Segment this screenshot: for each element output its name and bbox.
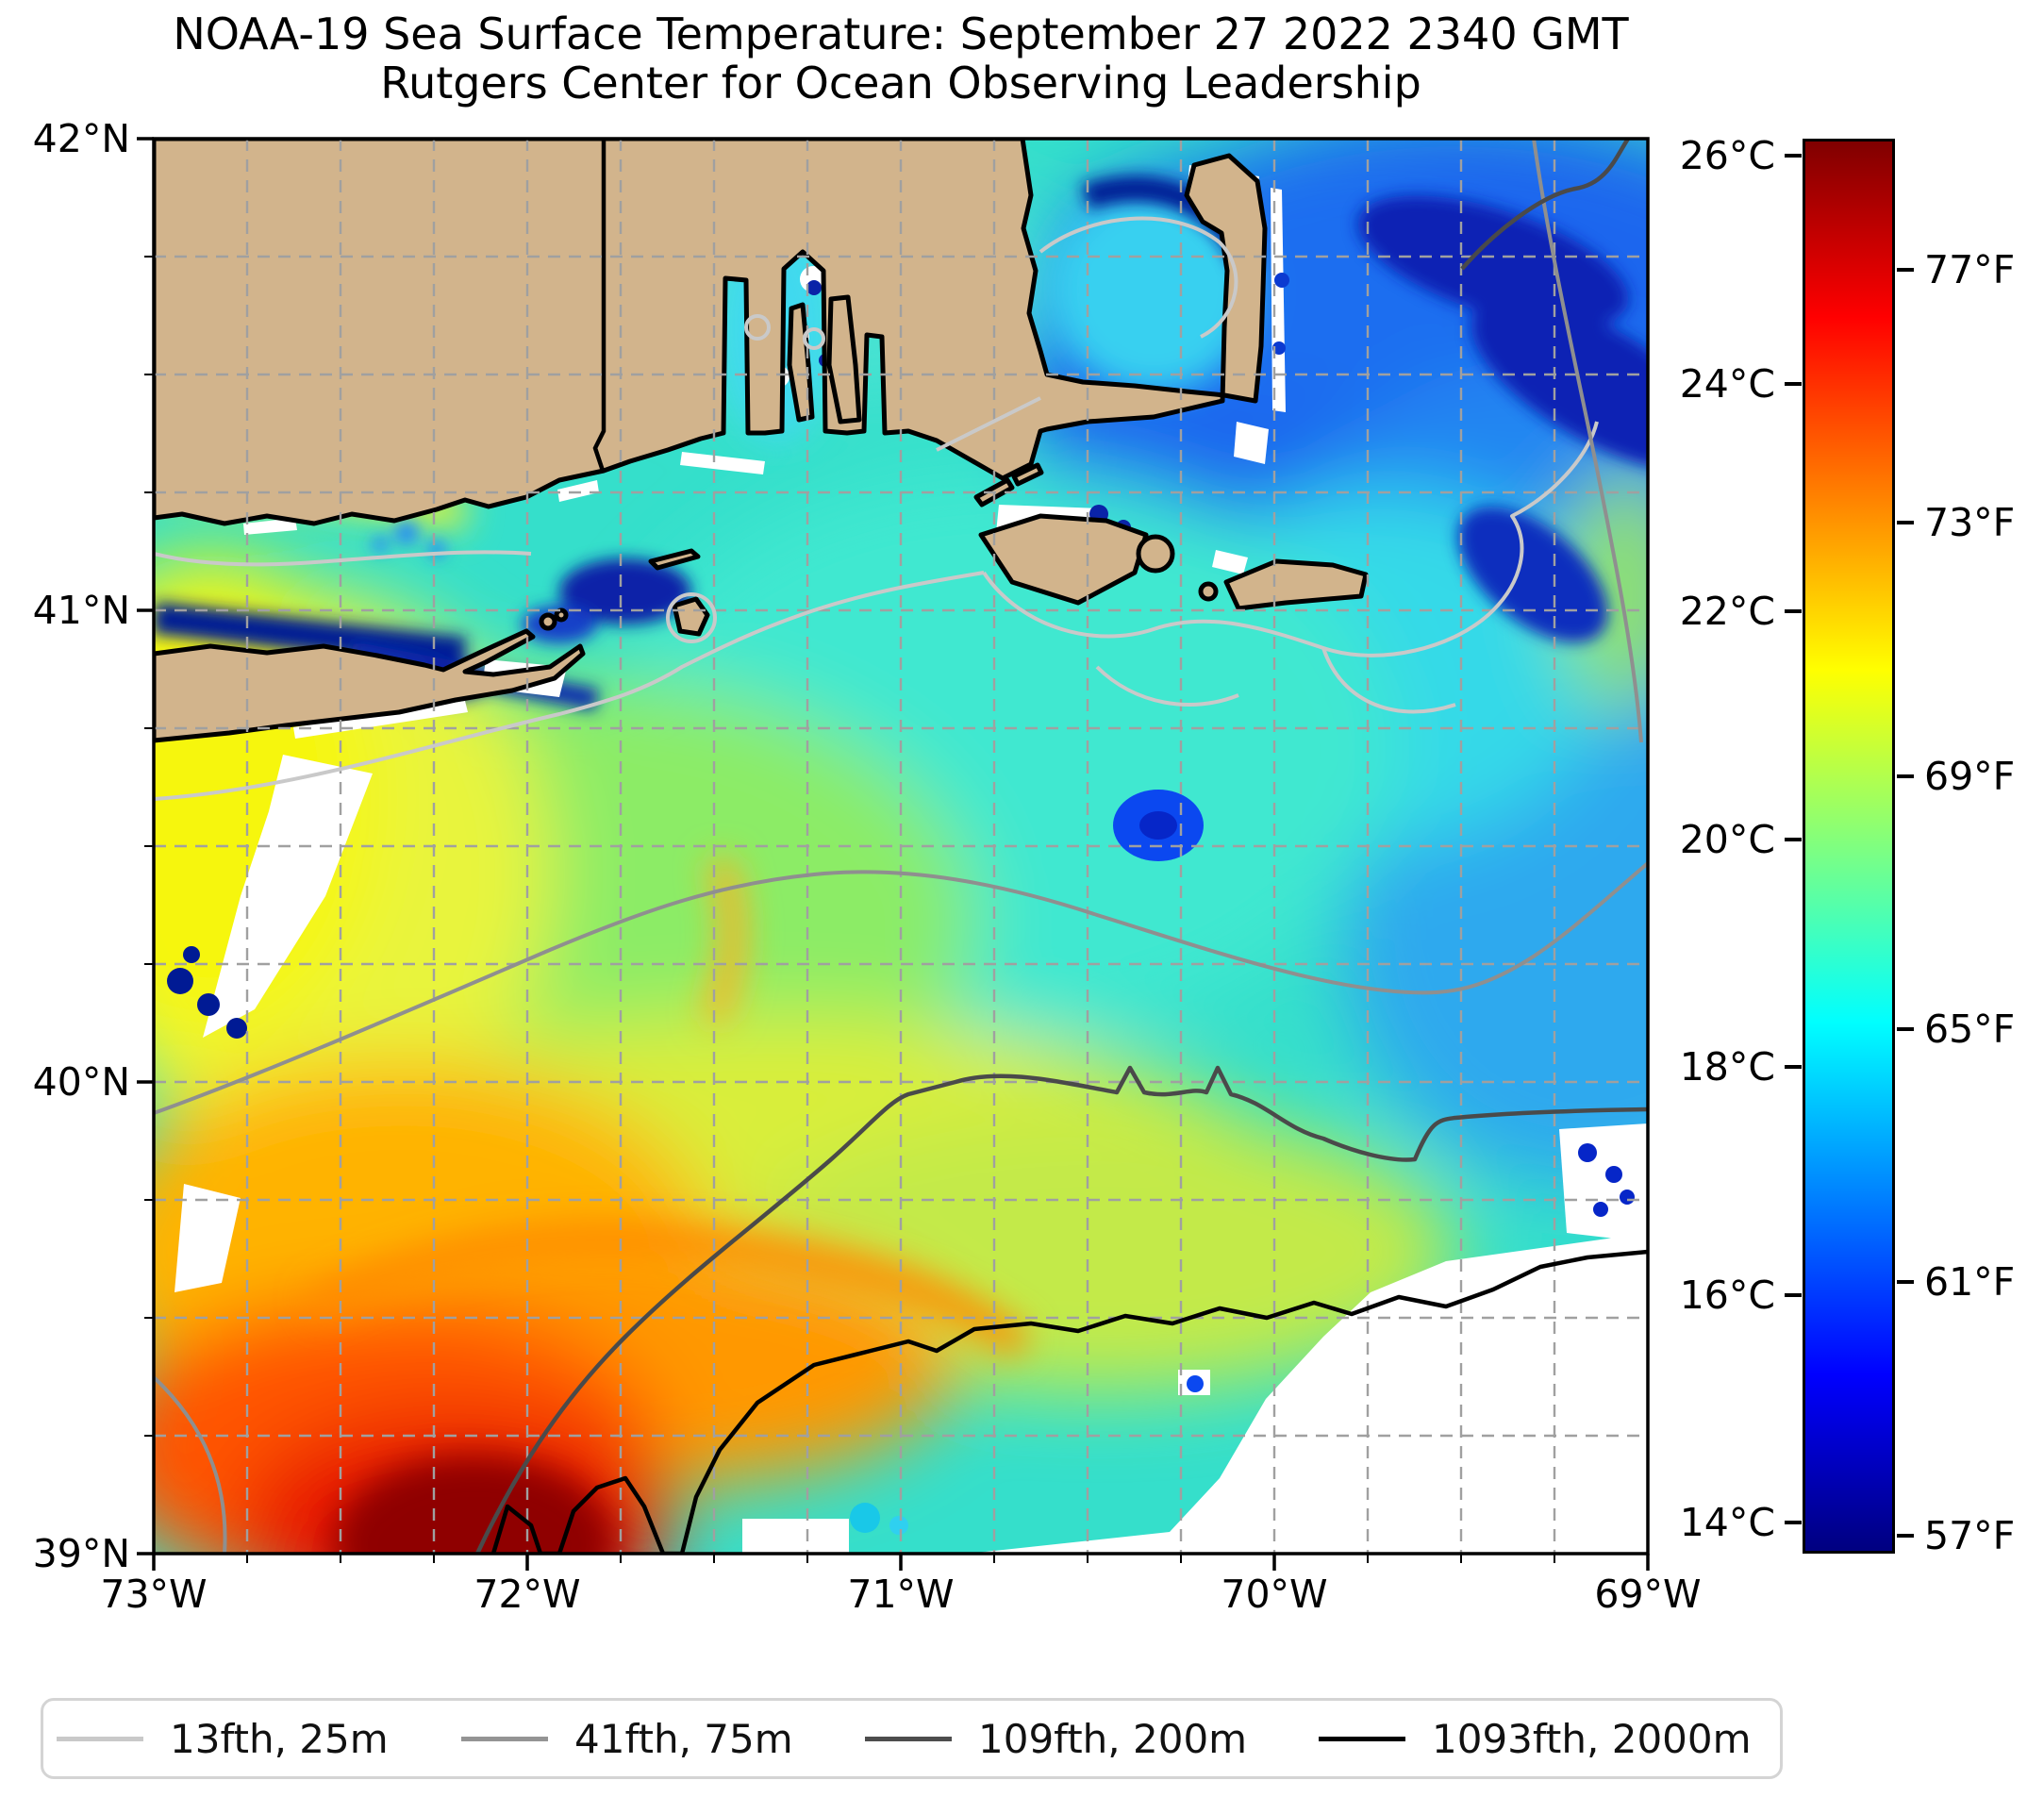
colorbar-tick-f (1897, 267, 1914, 272)
colorbar-tick-c (1785, 837, 1802, 841)
colorbar-label-fahrenheit: 57°F (1924, 1512, 2016, 1558)
lat-tick-label: 42°N (32, 116, 130, 161)
block-island (672, 596, 710, 637)
colorbar-label-celsius: 18°C (1679, 1044, 1775, 1090)
legend-item-200m: 109fth, 200m (865, 1701, 1247, 1776)
state-border-ct-ri (592, 139, 607, 472)
sst-map-area (137, 137, 1650, 1571)
legend-item-25m: 13fth, 25m (57, 1701, 389, 1776)
lon-tick-label: 72°W (474, 1572, 581, 1617)
contour-200m (474, 139, 1648, 1554)
colorbar-label-fahrenheit: 65°F (1924, 1007, 2016, 1053)
legend-line-swatch (1319, 1736, 1405, 1741)
colorbar-label-fahrenheit: 73°F (1924, 500, 2016, 546)
lon-tick-label: 70°W (1221, 1572, 1328, 1617)
colorbar-tick-c (1785, 609, 1802, 614)
land-masses (154, 139, 1369, 743)
colorbar (1803, 139, 1895, 1554)
lat-tick-label: 41°N (32, 588, 130, 633)
colorbar-tick-f (1897, 1533, 1914, 1538)
gull-island (554, 607, 569, 623)
colorbar-label-fahrenheit: 69°F (1924, 753, 2016, 799)
colorbar-label-celsius: 24°C (1679, 360, 1775, 407)
aquidneck-island (826, 294, 862, 424)
fishers-island (648, 548, 701, 571)
tuckernuck-island (1198, 581, 1219, 602)
colorbar-tick-f (1897, 521, 1914, 525)
figure-title: NOAA-19 Sea Surface Temperature: Septemb… (173, 8, 1629, 59)
colorbar-tick-f (1897, 1280, 1914, 1285)
legend-line-swatch (57, 1736, 143, 1741)
colorbar-label-fahrenheit: 77°F (1924, 246, 2016, 292)
colorbar-label-celsius: 20°C (1679, 816, 1775, 862)
colorbar-tick-f (1897, 1027, 1914, 1032)
contour-75m (154, 139, 1648, 1554)
long-island (154, 628, 586, 743)
chappaquiddick (1136, 534, 1175, 574)
colorbar-label-celsius: 14°C (1679, 1500, 1775, 1546)
legend-label: 1093fth, 2000m (1432, 1715, 1752, 1762)
lon-tick-label: 69°W (1594, 1572, 1702, 1617)
legend-line-swatch (865, 1736, 952, 1741)
legend-label: 109fth, 200m (978, 1715, 1248, 1762)
colorbar-tick-c (1785, 1292, 1802, 1297)
figure-subtitle: Rutgers Center for Ocean Observing Leade… (380, 58, 1421, 108)
colorbar-label-celsius: 16°C (1679, 1272, 1775, 1318)
colorbar-tick-c (1785, 154, 1802, 158)
colorbar-label-celsius: 22°C (1679, 589, 1775, 635)
nantucket (1223, 558, 1369, 611)
contour-2000m (490, 1249, 1648, 1554)
contour-legend: 13fth, 25m 41fth, 75m 109fth, 200m 1093f… (41, 1698, 1783, 1779)
colorbar-tick-f (1897, 774, 1914, 778)
lon-tick-label: 71°W (847, 1572, 955, 1617)
colorbar-tick-c (1785, 1065, 1802, 1070)
lon-tick-label: 73°W (100, 1572, 208, 1617)
elizabeth-islands-2 (1011, 462, 1044, 487)
colorbar-tick-c (1785, 1521, 1802, 1525)
legend-item-75m: 41fth, 75m (461, 1701, 793, 1776)
colorbar-tick-c (1785, 381, 1802, 386)
legend-item-2000m: 1093fth, 2000m (1319, 1701, 1752, 1776)
colorbar-label-celsius: 26°C (1679, 133, 1775, 179)
colorbar-label-fahrenheit: 61°F (1924, 1259, 2016, 1306)
mainland-new-england (154, 139, 1268, 526)
plot-border (152, 137, 1650, 1556)
graticule-grid (154, 139, 1648, 1554)
legend-line-swatch (461, 1736, 548, 1741)
bathymetry-contours (154, 139, 1648, 1554)
no-data-southeast-region (968, 1233, 1648, 1554)
contour-25m (154, 216, 1599, 801)
legend-label: 41fth, 75m (574, 1715, 793, 1762)
sst-map (137, 137, 1650, 1571)
plum-island (539, 612, 557, 631)
lat-tick-label: 39°N (32, 1531, 130, 1576)
legend-label: 13fth, 25m (170, 1715, 389, 1762)
lat-tick-label: 40°N (32, 1059, 130, 1105)
